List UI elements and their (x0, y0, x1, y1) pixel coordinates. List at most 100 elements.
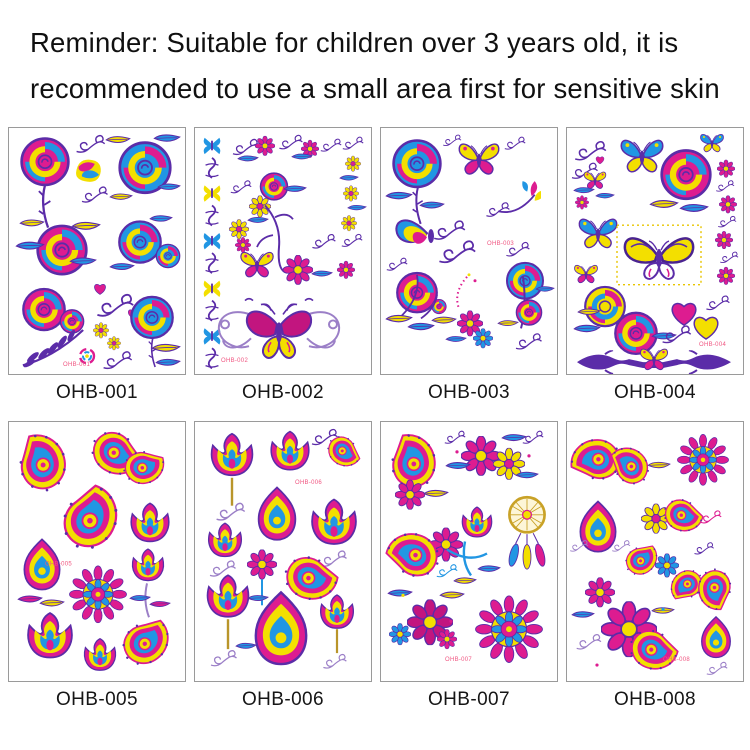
sheet-code-label: OHB-001 (55, 382, 138, 403)
swirl-vine-icon (215, 502, 246, 521)
swirl-vine-icon (322, 653, 348, 669)
paisley-icon (618, 536, 665, 583)
paisley-icon (282, 553, 341, 604)
daisy-flower-icon (107, 336, 121, 351)
tattoo-sheet-paper: OHB-003 (380, 127, 558, 375)
rose-icon (660, 149, 712, 201)
swirl-vine-icon (278, 134, 304, 150)
sheet-card-ohb-005: OHB-005 OHB-005 (8, 421, 186, 711)
side-butterfly-icon (395, 219, 477, 264)
sheet-code-print: OHB-002 (221, 358, 248, 364)
paisley-icon (9, 426, 76, 499)
leaf-icon (17, 595, 43, 603)
ornate-butterfly-icon (217, 297, 341, 359)
swirl-vine-icon (96, 293, 135, 317)
swirl-vine-icon (75, 134, 106, 153)
mandala-icon (677, 433, 729, 486)
daisy-flower-icon (337, 260, 355, 279)
leaf-icon (153, 134, 181, 142)
swirl-vine-icon (210, 649, 238, 667)
lotus-icon (130, 502, 170, 543)
dreamcatcher-icon (505, 495, 549, 571)
leaf-icon (247, 595, 269, 601)
sheet-card-ohb-007: OHB-007 OHB-007 (380, 421, 558, 711)
leaf-icon (237, 155, 259, 162)
flower-cluster (445, 273, 493, 349)
mandala-icon (475, 595, 543, 664)
lotus-icon (210, 432, 254, 477)
rose-icon (155, 243, 181, 269)
leaf-icon (649, 199, 679, 209)
flower-cluster (387, 589, 465, 650)
butterfly-icon (578, 218, 618, 249)
rose-icon (20, 137, 70, 187)
tattoo-sheet-paper: OHB-006 (194, 421, 372, 682)
leaf-icon (419, 201, 445, 209)
daisy-flower-icon (395, 479, 425, 510)
swirl-vine-icon (311, 233, 336, 249)
sheet-code-label: OHB-008 (613, 689, 696, 710)
swirl-vine-icon (661, 325, 692, 344)
rose-branch (385, 257, 457, 331)
leaf-icon (109, 193, 133, 200)
damask-icon (257, 486, 297, 541)
leaf-icon (311, 270, 333, 277)
sheet-code-print: OHB-003 (487, 241, 514, 247)
swirl-vine-icon (485, 202, 510, 217)
daisy-flower-icon (235, 237, 251, 253)
swirl-vine-icon (611, 540, 631, 552)
sheet-card-ohb-008: OHB-008 OHB-008 (566, 421, 744, 711)
leaf-icon (235, 642, 257, 649)
tattoo-sheet-art-mandala-dreamcatcher: OHB-007 (382, 427, 549, 664)
reminder-line-2: recommended to use a small area first fo… (30, 73, 720, 104)
paisley-icon (660, 495, 706, 536)
lotus-icon (206, 574, 250, 618)
daisy-flower-icon (229, 219, 249, 240)
sheet-code-label: OHB-003 (427, 382, 510, 403)
leaf-icon (149, 601, 171, 607)
tattoo-sheet-paper: OHB-005 (8, 421, 186, 682)
tattoo-sheet-art-butterflies: OHB-002 (202, 134, 367, 370)
paisley-flower-cluster (571, 577, 682, 675)
rose-icon (130, 295, 174, 340)
bird-icon (244, 297, 314, 302)
daisy-flower-icon (247, 549, 277, 580)
sheet-card-ohb-002: OHB-002 OHB-002 (194, 127, 372, 404)
leaf-icon (385, 191, 413, 200)
leaf-icon (129, 595, 151, 601)
butterfly-icon (574, 264, 598, 284)
tattoo-sheet-paper: OHB-008 (566, 421, 744, 682)
swirl-vine-icon (504, 136, 526, 150)
swirl-vine-icon (700, 510, 722, 524)
leaf-icon (109, 263, 135, 271)
butterfly-border-icon (202, 136, 222, 370)
paisley-icon (112, 608, 180, 676)
reminder-line-1: Reminder: Suitable for children over 3 y… (30, 27, 679, 58)
tattoo-sheet-art-folk-flowers: OHB-006 (206, 428, 367, 669)
tattoo-sheet-art-roses: OHB-001 (15, 134, 181, 370)
tattoo-sheet-paper: OHB-001 (8, 127, 186, 375)
daisy-flower-icon (93, 322, 109, 339)
rose-icon (118, 220, 162, 264)
corner-flourish (571, 140, 615, 210)
paisley-icon (55, 478, 126, 557)
sheet-code-label: OHB-005 (55, 689, 138, 710)
stem-icon (147, 336, 158, 368)
flower-cluster (444, 430, 544, 480)
swirl-vine-icon (693, 542, 715, 555)
lotus-icon (311, 498, 357, 545)
tattoo-sheet-paper: OHB-002 (194, 127, 372, 375)
flower-border (715, 159, 739, 285)
swirl-vine-icon (320, 138, 342, 152)
damask-icon (254, 591, 308, 666)
leaf-icon (157, 183, 181, 190)
heart-icon (693, 316, 719, 340)
leaf-icon (149, 215, 173, 222)
paisley-ornament (693, 565, 736, 675)
sheet-card-ohb-003: OHB-003 (380, 127, 558, 404)
leaf-icon (423, 489, 449, 497)
butterfly-icon (700, 133, 724, 153)
swirl-vine-icon (81, 186, 109, 203)
sheet-card-ohb-006: OHB-006 OHB-006 (194, 421, 372, 711)
tattoo-sheet-art-paisley-mandala: OHB-008 (567, 433, 736, 675)
